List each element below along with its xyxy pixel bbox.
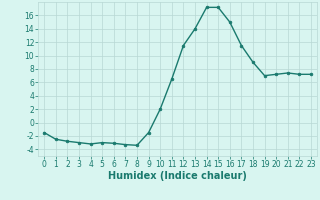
X-axis label: Humidex (Indice chaleur): Humidex (Indice chaleur) [108, 171, 247, 181]
